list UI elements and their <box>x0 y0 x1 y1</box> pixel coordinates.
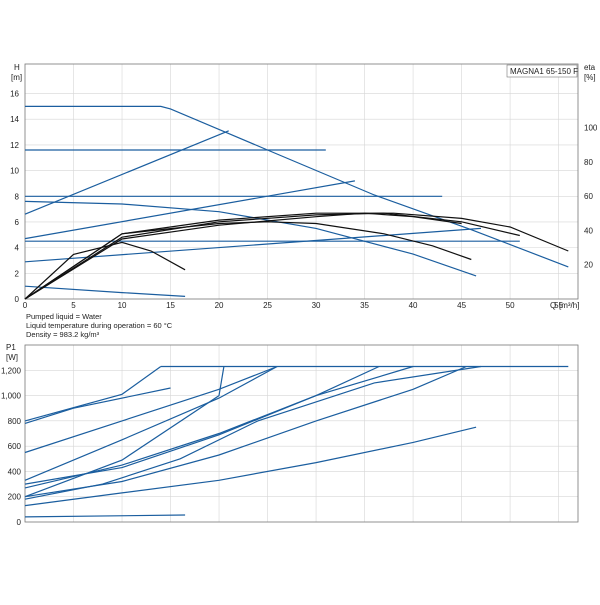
liquid-temperature-note: Liquid temperature during operation = 60… <box>26 321 173 330</box>
head-y-tick-label: 6 <box>15 218 20 227</box>
head-y-tick-label: 8 <box>15 192 20 201</box>
power-curve <box>24 365 380 485</box>
power-curve <box>24 514 186 518</box>
head-curve-panel: 0 5 10 15 20 25 30 35 40 45 50 55 0 2 4 6 8 10 12 14 16 20 40 6… <box>10 63 598 310</box>
head-axis-unit: [m] <box>11 73 22 82</box>
head-y-tick-label: 0 <box>15 295 20 304</box>
head-y-tick-label: 4 <box>15 244 20 253</box>
head-axis-label: H <box>14 63 20 72</box>
eta-axis-unit: [%] <box>584 73 596 82</box>
head-x-tick-label: 50 <box>506 301 515 310</box>
head-y-tick-label: 12 <box>10 141 19 150</box>
head-x-tick-label: 5 <box>71 301 76 310</box>
efficiency-curve <box>24 212 462 300</box>
power-curve <box>24 366 225 498</box>
head-y-tick-label: 14 <box>10 115 19 124</box>
model-title: MAGNA1 65-150 F <box>510 67 578 76</box>
density-note: Density = 983.2 kg/m³ <box>26 330 100 339</box>
head-curve <box>24 285 186 297</box>
head-x-tick-label: 30 <box>312 301 321 310</box>
efficiency-curve <box>24 212 520 300</box>
head-x-tick-label: 20 <box>215 301 224 310</box>
power-y-tick-label: 400 <box>8 467 22 476</box>
flow-axis-label: Q <box>550 301 556 310</box>
eta-y-tick-label: 80 <box>584 158 593 167</box>
eta-y-tick-label: 100 <box>584 123 598 132</box>
head-curve <box>24 200 477 277</box>
power-y-tick-label: 1,000 <box>1 392 22 401</box>
power-axis-unit: [W] <box>6 353 18 362</box>
power-curve <box>24 365 278 481</box>
power-plot-frame <box>24 344 579 523</box>
power-curve <box>24 426 477 507</box>
pumped-liquid-note: Pumped liquid = Water <box>26 312 102 321</box>
head-curve <box>25 105 569 268</box>
power-y-tick-label: 1,200 <box>1 366 22 375</box>
model-title-box <box>506 64 578 78</box>
power-curve <box>24 365 467 498</box>
eta-y-tick-label: 40 <box>584 226 593 235</box>
power-curve <box>24 365 278 454</box>
power-y-tick-label: 800 <box>8 417 22 426</box>
power-y-tick-label: 0 <box>17 518 22 527</box>
efficiency-curve <box>24 241 186 300</box>
head-curve <box>24 130 229 215</box>
power-curve <box>24 387 171 424</box>
power-y-tick-label: 200 <box>8 493 22 502</box>
head-y-tick-label: 2 <box>15 269 20 278</box>
head-x-tick-label: 55 <box>554 301 563 310</box>
power-y-tick-label: 600 <box>8 442 22 451</box>
eta-y-tick-label: 60 <box>584 192 593 201</box>
head-plot-frame <box>24 63 579 300</box>
flow-axis-unit: [m³/h] <box>559 301 579 310</box>
power-axis-label: P1 <box>6 343 16 352</box>
head-x-tick-label: 10 <box>118 301 127 310</box>
head-y-tick-label: 10 <box>10 167 19 176</box>
efficiency-curve <box>24 212 569 300</box>
power-curve-panel: 0 200 400 600 800 1,000 1,200 P1[W] <box>1 343 579 527</box>
eta-axis-label: eta <box>584 63 596 72</box>
power-curve <box>24 365 482 500</box>
head-x-tick-label: 25 <box>263 301 272 310</box>
eta-y-tick-label: 20 <box>584 261 593 270</box>
head-y-tick-label: 16 <box>10 90 19 99</box>
head-x-tick-label: 0 <box>23 301 28 310</box>
efficiency-curve <box>24 221 472 300</box>
head-x-tick-label: 35 <box>360 301 369 310</box>
head-curve <box>24 227 482 263</box>
head-x-tick-label: 40 <box>409 301 418 310</box>
head-x-tick-label: 15 <box>166 301 175 310</box>
head-x-tick-label: 45 <box>457 301 466 310</box>
power-curve <box>24 366 162 422</box>
